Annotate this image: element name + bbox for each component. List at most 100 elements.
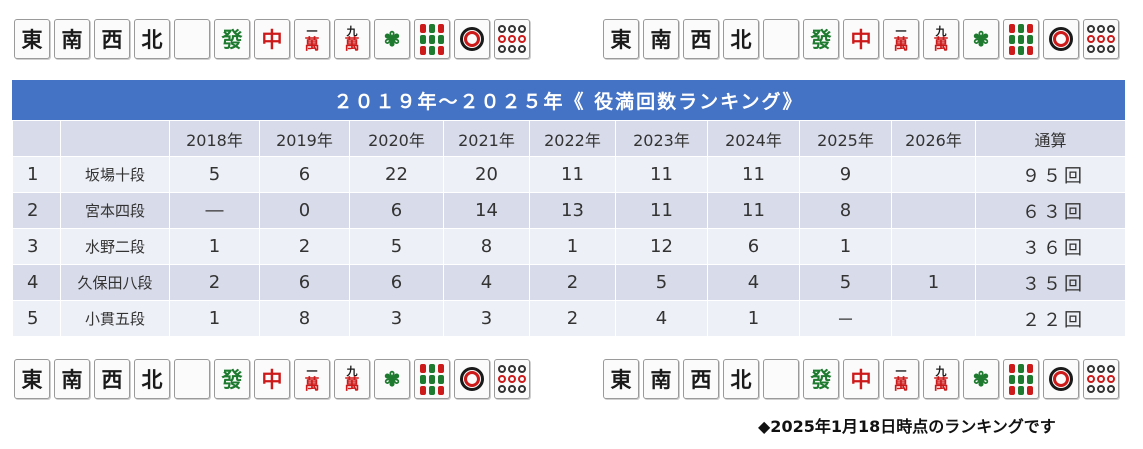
year-count-cell: 6 <box>259 156 350 193</box>
year-count-cell: 1 <box>169 228 260 265</box>
one-pin-tile <box>1043 359 1079 399</box>
one-sou-bird-icon: ✾ <box>374 359 410 399</box>
white-dragon-tile <box>174 359 210 399</box>
col-header: 2025年 <box>799 120 892 157</box>
total-cell: ３６回 <box>975 228 1126 265</box>
player-name-cell: 小貫五段 <box>60 300 170 337</box>
green-dragon-tile: 發 <box>214 19 250 59</box>
nine-man-tile: 九萬 <box>923 19 959 59</box>
total-cell: ３５回 <box>975 264 1126 301</box>
ranking-grid: 2018年 2019年 2020年 2021年 2022年 2023年 2024… <box>12 120 1126 337</box>
year-count-cell: 5 <box>349 228 444 265</box>
total-cell: ６３回 <box>975 192 1126 229</box>
year-count-cell <box>891 192 976 229</box>
footnote: ◆2025年1月18日時点のランキングです <box>758 417 1056 436</box>
white-dragon-tile <box>763 359 799 399</box>
nine-pin-tile <box>1083 19 1119 59</box>
north-wind-tile: 北 <box>134 359 170 399</box>
year-count-cell: 2 <box>529 300 616 337</box>
year-count-cell: 1 <box>799 228 892 265</box>
west-wind-tile: 西 <box>683 19 719 59</box>
year-count-cell: 14 <box>443 192 530 229</box>
west-wind-tile: 西 <box>94 19 130 59</box>
col-header: 2024年 <box>707 120 800 157</box>
year-count-cell: 3 <box>349 300 444 337</box>
year-count-cell: 13 <box>529 192 616 229</box>
col-header: 2018年 <box>169 120 260 157</box>
ranking-table: ２０１９年～２０２５年《 役満回数ランキング》 2018年 2019年 2020… <box>12 80 1126 337</box>
col-header <box>12 120 61 157</box>
year-count-cell: 1 <box>529 228 616 265</box>
col-header: 2020年 <box>349 120 444 157</box>
year-count-cell: 1 <box>169 300 260 337</box>
nine-man-tile: 九萬 <box>334 19 370 59</box>
nine-sou-tile <box>414 359 450 399</box>
nine-pin-tile <box>1083 359 1119 399</box>
year-count-cell <box>891 156 976 193</box>
nine-pin-tile <box>494 19 530 59</box>
year-count-cell: 4 <box>707 264 800 301</box>
one-pin-tile <box>454 359 490 399</box>
total-cell: ９５回 <box>975 156 1126 193</box>
east-wind-tile: 東 <box>603 359 639 399</box>
south-wind-tile: 南 <box>643 359 679 399</box>
nine-pin-tile <box>494 359 530 399</box>
table-row: 1 坂場十段 5 6 22 20 11 11 11 9 ９５回 <box>12 156 1126 193</box>
year-count-cell: 6 <box>349 264 444 301</box>
year-count-cell: 8 <box>259 300 350 337</box>
south-wind-tile: 南 <box>643 19 679 59</box>
mahjong-tile-row: 東 南 西 北 發 中 一萬 九萬 ✾ <box>14 359 530 399</box>
year-count-cell: 4 <box>443 264 530 301</box>
year-count-cell: 6 <box>349 192 444 229</box>
red-dragon-tile: 中 <box>254 19 290 59</box>
white-dragon-tile <box>763 19 799 59</box>
one-man-tile: 一萬 <box>294 359 330 399</box>
one-man-tile: 一萬 <box>883 19 919 59</box>
year-count-cell: 2 <box>259 228 350 265</box>
east-wind-tile: 東 <box>14 19 50 59</box>
mahjong-tile-row: 東 南 西 北 發 中 一萬 九萬 ✾ <box>603 19 1119 59</box>
north-wind-tile: 北 <box>723 19 759 59</box>
year-count-cell: － <box>799 300 892 337</box>
year-count-cell: 22 <box>349 156 444 193</box>
green-dragon-tile: 發 <box>803 359 839 399</box>
year-count-cell: 6 <box>707 228 800 265</box>
year-count-cell: 11 <box>615 192 708 229</box>
year-count-cell: 5 <box>169 156 260 193</box>
year-count-cell: 3 <box>443 300 530 337</box>
year-count-cell: 2 <box>169 264 260 301</box>
east-wind-tile: 東 <box>14 359 50 399</box>
col-header: 2023年 <box>615 120 708 157</box>
player-name-cell: 坂場十段 <box>60 156 170 193</box>
one-sou-bird-icon: ✾ <box>374 19 410 59</box>
nine-sou-tile <box>414 19 450 59</box>
nine-man-tile: 九萬 <box>923 359 959 399</box>
year-count-cell: 1 <box>707 300 800 337</box>
one-sou-bird-icon: ✾ <box>963 19 999 59</box>
year-count-cell: 4 <box>615 300 708 337</box>
year-count-cell <box>891 228 976 265</box>
year-count-cell: 8 <box>799 192 892 229</box>
nine-sou-tile <box>1003 19 1039 59</box>
red-dragon-tile: 中 <box>254 359 290 399</box>
rank-cell: 3 <box>12 228 61 265</box>
year-count-cell: 6 <box>259 264 350 301</box>
one-man-tile: 一萬 <box>294 19 330 59</box>
nine-sou-tile <box>1003 359 1039 399</box>
west-wind-tile: 西 <box>683 359 719 399</box>
one-sou-bird-icon: ✾ <box>963 359 999 399</box>
nine-man-tile: 九萬 <box>334 359 370 399</box>
red-dragon-tile: 中 <box>843 359 879 399</box>
year-count-cell: 11 <box>615 156 708 193</box>
one-man-tile: 一萬 <box>883 359 919 399</box>
one-pin-tile <box>454 19 490 59</box>
year-count-cell: 9 <box>799 156 892 193</box>
rank-cell: 1 <box>12 156 61 193</box>
rank-cell: 2 <box>12 192 61 229</box>
west-wind-tile: 西 <box>94 359 130 399</box>
year-count-cell: 11 <box>707 156 800 193</box>
col-header: 2022年 <box>529 120 616 157</box>
table-row: 4 久保田八段 2 6 6 4 2 5 4 5 1 ３５回 <box>12 264 1126 301</box>
year-count-cell: 1 <box>891 264 976 301</box>
year-count-cell <box>891 300 976 337</box>
